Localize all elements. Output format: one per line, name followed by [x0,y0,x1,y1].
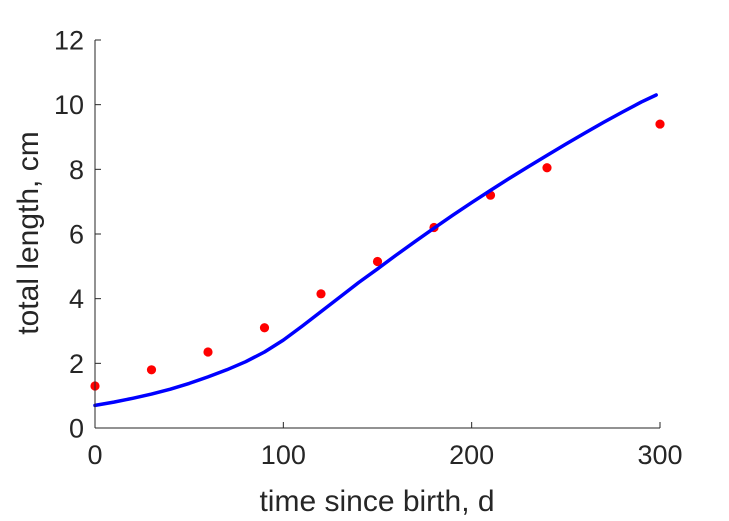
x-tick-label: 0 [87,440,102,470]
y-tick-label: 6 [69,220,84,250]
data-point [372,256,383,267]
y-tick-label: 12 [54,26,84,56]
data-point [316,289,326,299]
data-point [146,365,157,375]
data-point [542,163,552,173]
y-tick-label: 8 [69,155,84,185]
plot-area [90,93,665,408]
x-tick-label: 200 [449,440,494,470]
model-curve [93,93,658,408]
y-tick-label: 10 [54,90,84,120]
y-tick-label: 0 [69,414,84,444]
data-point [259,323,270,333]
x-tick-label: 300 [637,440,682,470]
y-tick-label: 4 [69,284,84,314]
data-point [203,347,213,357]
data-point [655,119,665,129]
y-axis-title: total length, cm [12,131,45,334]
x-axis-title: time since birth, d [259,485,494,518]
axes: 0 100 200 300 0 2 4 6 8 10 12 [54,26,683,471]
y-tick-label: 2 [69,349,84,379]
x-tick-label: 100 [261,440,306,470]
